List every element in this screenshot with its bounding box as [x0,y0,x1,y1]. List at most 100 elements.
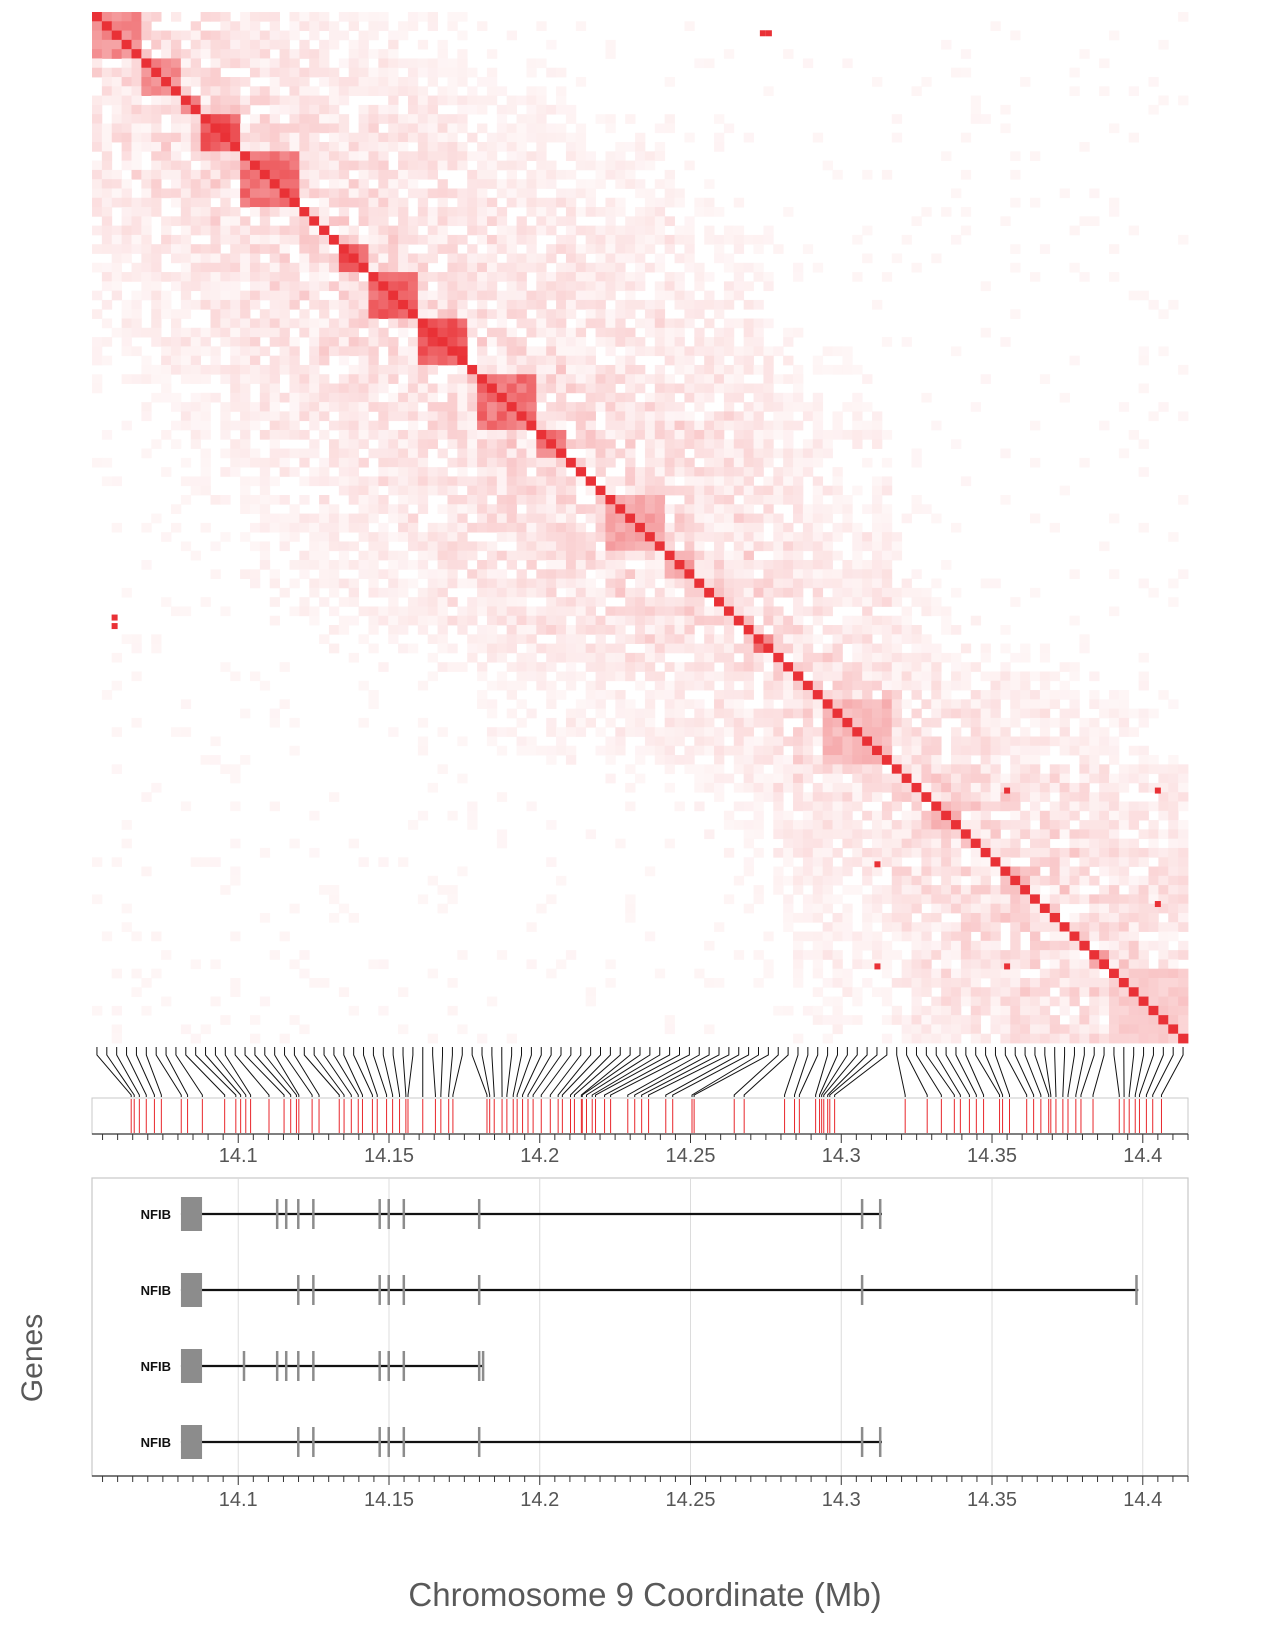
heatmap-cell [348,467,359,477]
heatmap-cell [467,615,478,626]
heatmap-cell [526,439,537,449]
heatmap-cell [615,420,626,431]
heatmap-cell [704,467,715,477]
heatmap-cell [368,383,379,394]
heatmap-cell [1010,829,1021,840]
heatmap-cell [259,364,271,375]
heatmap-cell [812,829,824,840]
heatmap-cell [279,39,290,50]
heatmap-cell [635,429,646,440]
heatmap-cell [714,457,725,468]
heatmap-cell [200,12,211,22]
heatmap-cell [901,634,912,645]
heatmap-cell [694,587,705,598]
heatmap-cell [437,346,448,357]
heatmap-cell [941,606,952,617]
heatmap-cell [289,402,300,412]
heatmap-cell [852,699,863,710]
heatmap-cell [1020,782,1031,793]
heatmap-cell [674,299,685,310]
heatmap-cell [773,615,784,626]
heatmap-cell [388,290,399,301]
heatmap-cell [259,374,271,384]
heatmap-cell [1079,49,1090,59]
heatmap-cell [1109,885,1120,895]
heatmap-cell [1079,838,1090,849]
heatmap-cell [842,782,853,793]
heatmap-cell [506,634,517,645]
heatmap-cell [398,253,409,264]
heatmap-cell [407,253,419,264]
heatmap-cell [388,197,399,208]
heatmap-cell [783,429,794,440]
heatmap-cell [802,578,814,589]
heatmap-cell [714,671,725,682]
heatmap-cell [398,30,409,41]
heatmap-cell [605,532,616,542]
heatmap-cell [714,615,725,626]
heatmap-cell [1168,532,1179,542]
heatmap-cell [338,383,350,394]
heatmap-cell [793,467,804,477]
heatmap-cell [1099,86,1110,96]
heatmap-cell [1148,894,1159,905]
heatmap-cell [585,374,596,384]
heatmap-cell [615,838,626,849]
heatmap-cell [427,337,438,347]
heatmap-cell [546,857,557,867]
heatmap-cell [516,299,527,310]
heatmap-cell [783,847,794,858]
heatmap-cell [101,12,113,22]
heatmap-cell [546,318,557,329]
heatmap-cell [516,467,527,477]
heatmap-cell [556,67,567,78]
heatmap-cell [714,792,725,802]
heatmap-cell [980,327,991,338]
heatmap-cell [802,411,814,422]
heatmap-cell [684,290,695,301]
heatmap-cell [299,429,310,440]
heatmap-cell [467,309,478,319]
heatmap-cell [259,262,271,273]
heatmap-cell [615,411,626,422]
heatmap-cell [615,541,626,552]
heatmap-cell [447,58,458,69]
heatmap-cell [575,671,587,682]
heatmap-cell [565,727,577,737]
heatmap-cell [348,337,359,347]
heatmap-cell [1148,587,1159,598]
heatmap-cell [467,104,478,115]
heatmap-cell [180,58,192,69]
heatmap-cell [852,429,863,440]
heatmap-cell [190,476,202,487]
heatmap-cell [911,847,922,858]
heatmap-cell [832,875,843,886]
heatmap-cell [230,875,241,886]
heatmap-cell [664,569,675,579]
heatmap-cell [990,708,1001,719]
heatmap-cell [881,782,893,793]
heatmap-cell [526,485,537,496]
heatmap-cell [230,39,241,50]
heatmap-cell [842,810,853,821]
heatmap-cell [635,513,646,524]
heatmap-cell [556,615,567,626]
heatmap-cell [733,727,745,737]
heatmap-cell [141,290,152,301]
heatmap-cell [348,39,359,50]
heatmap-cell [447,123,458,134]
heatmap-cell [111,253,123,264]
heatmap-cell [704,634,715,645]
heatmap-cell [763,457,774,468]
heatmap-cell [546,104,557,115]
heatmap-cell [635,578,646,589]
heatmap-cell [941,39,952,50]
heatmap-cell [743,838,754,849]
heatmap-cell [684,717,695,728]
heatmap-cell [605,662,616,672]
heatmap-cell [230,764,241,775]
heatmap-cell [793,838,804,849]
heatmap-cell [328,30,340,41]
heatmap-cell [704,485,715,496]
heatmap-cell [980,717,991,728]
